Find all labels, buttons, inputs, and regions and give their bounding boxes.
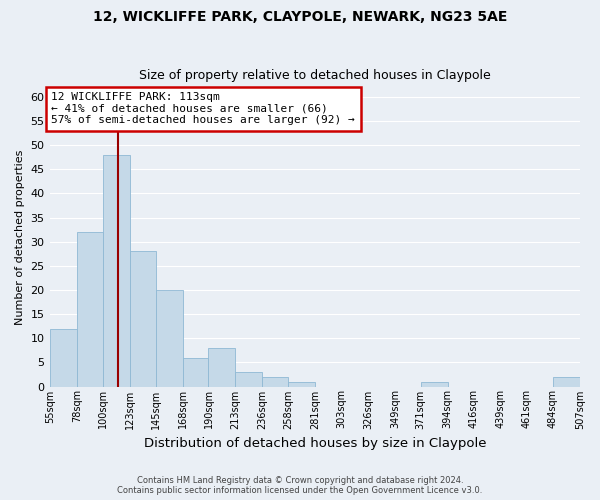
Title: Size of property relative to detached houses in Claypole: Size of property relative to detached ho… (139, 69, 491, 82)
Text: 12 WICKLIFFE PARK: 113sqm
← 41% of detached houses are smaller (66)
57% of semi-: 12 WICKLIFFE PARK: 113sqm ← 41% of detac… (52, 92, 355, 126)
Bar (208, 348, 235, 387)
X-axis label: Distribution of detached houses by size in Claypole: Distribution of detached houses by size … (144, 437, 487, 450)
Text: Contains HM Land Registry data © Crown copyright and database right 2024.
Contai: Contains HM Land Registry data © Crown c… (118, 476, 482, 495)
Bar (262, 377, 288, 386)
Bar (235, 372, 262, 386)
Bar (50, 328, 77, 386)
Bar (421, 382, 448, 386)
Bar (288, 382, 315, 386)
Bar (182, 358, 208, 386)
Bar (156, 290, 182, 386)
Bar (553, 377, 580, 386)
Bar (130, 252, 156, 386)
Text: 12, WICKLIFFE PARK, CLAYPOLE, NEWARK, NG23 5AE: 12, WICKLIFFE PARK, CLAYPOLE, NEWARK, NG… (93, 10, 507, 24)
Bar (77, 232, 103, 386)
Bar (103, 155, 130, 386)
Y-axis label: Number of detached properties: Number of detached properties (15, 149, 25, 324)
